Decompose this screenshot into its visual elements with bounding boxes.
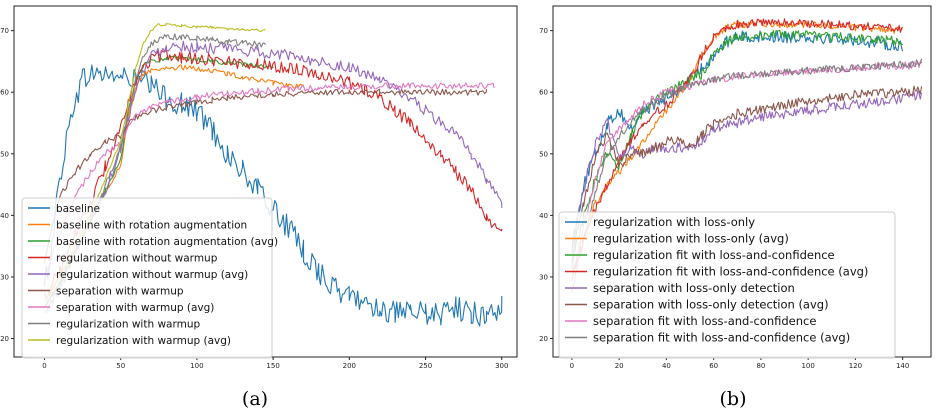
x-tick-label-b-0: 0 <box>570 362 574 370</box>
x-tick-label-a-2: 100 <box>190 362 203 370</box>
legend-label-b-7: separation fit with loss-and-confidence … <box>593 331 850 345</box>
legend-label-a-3: regularization without warmup <box>56 252 218 264</box>
legend-label-b-1: regularization with loss-only (avg) <box>593 232 789 246</box>
legend-label-a-2: baseline with rotation augmentation (avg… <box>56 236 278 248</box>
legend-label-b-3: regularization fit with loss-and-confide… <box>593 265 868 279</box>
x-tick-label-a-4: 200 <box>343 362 356 370</box>
x-tick-label-a-3: 150 <box>266 362 279 370</box>
y-tick-label-a-2: 40 <box>0 212 9 220</box>
x-tick-label-b-4: 80 <box>756 362 765 370</box>
y-tick-label-a-4: 60 <box>0 89 9 97</box>
y-tick-label-b-2: 40 <box>539 212 548 220</box>
y-tick-label-b-3: 50 <box>539 150 548 158</box>
x-tick-label-b-7: 140 <box>896 362 909 370</box>
x-tick-label-b-2: 40 <box>662 362 671 370</box>
legend-label-a-1: baseline with rotation augmentation <box>56 219 247 231</box>
legend-label-a-0: baseline <box>56 203 100 215</box>
series-line-a-6 <box>44 82 495 277</box>
x-tick-label-a-6: 300 <box>495 362 508 370</box>
x-tick-label-b-1: 20 <box>615 362 624 370</box>
series-line-a-3 <box>43 49 503 299</box>
caption-a: (a) <box>242 388 268 410</box>
series-line-a-4 <box>44 40 503 313</box>
legend-label-b-5: separation with loss-only detection (avg… <box>593 298 829 312</box>
x-tick-label-b-3: 60 <box>709 362 718 370</box>
y-tick-label-a-3: 50 <box>0 150 9 158</box>
y-tick-label-a-1: 30 <box>0 273 9 281</box>
y-tick-label-b-1: 30 <box>539 273 548 281</box>
chart-panel-b: 0 20 40 60 80 100 120 140 20 30 40 50 60 70 regulariza… <box>539 5 932 370</box>
y-tick-label-b-0: 20 <box>539 335 548 343</box>
x-tick-label-a-0: 0 <box>42 362 46 370</box>
x-tick-label-b-5: 100 <box>801 362 814 370</box>
y-tick-label-b-4: 60 <box>539 89 548 97</box>
legend-label-b-4: separation with loss-only detection <box>593 281 795 295</box>
y-tick-label-a-5: 70 <box>0 27 9 35</box>
chart-panel-a: 0 50 100 150 200 250 300 20 30 40 50 60 70 baseline ba… <box>0 5 518 370</box>
legend-label-a-6: separation with warmup (avg) <box>56 302 214 314</box>
legend-label-b-0: regularization with loss-only <box>593 215 755 229</box>
series-line-a-0 <box>43 64 503 327</box>
series-line-b-4 <box>571 90 923 251</box>
series-line-b-3 <box>571 18 904 281</box>
legend-label-a-8: regularization with warmup (avg) <box>56 335 231 347</box>
legend-box-b <box>558 211 896 359</box>
legend-box-a <box>21 197 273 359</box>
series-line-b-5 <box>571 85 923 263</box>
legend-label-b-6: separation fit with loss-and-confidence <box>593 314 816 328</box>
legend-label-a-7: regularization with warmup <box>56 318 200 330</box>
legend-label-b-2: regularization fit with loss-and-confide… <box>593 248 835 262</box>
series-group-b <box>571 18 923 293</box>
legend-label-a-5: separation with warmup <box>56 285 184 297</box>
caption-b: (b) <box>720 388 747 410</box>
x-tick-label-a-1: 50 <box>116 362 125 370</box>
y-tick-label-a-0: 20 <box>0 335 9 343</box>
legend-label-a-4: regularization without warmup (avg) <box>56 269 248 281</box>
x-tick-label-b-6: 120 <box>849 362 862 370</box>
series-line-b-7 <box>571 58 923 293</box>
series-line-a-5 <box>43 88 488 264</box>
y-tick-label-b-5: 70 <box>539 27 548 35</box>
x-tick-label-a-5: 250 <box>419 362 432 370</box>
